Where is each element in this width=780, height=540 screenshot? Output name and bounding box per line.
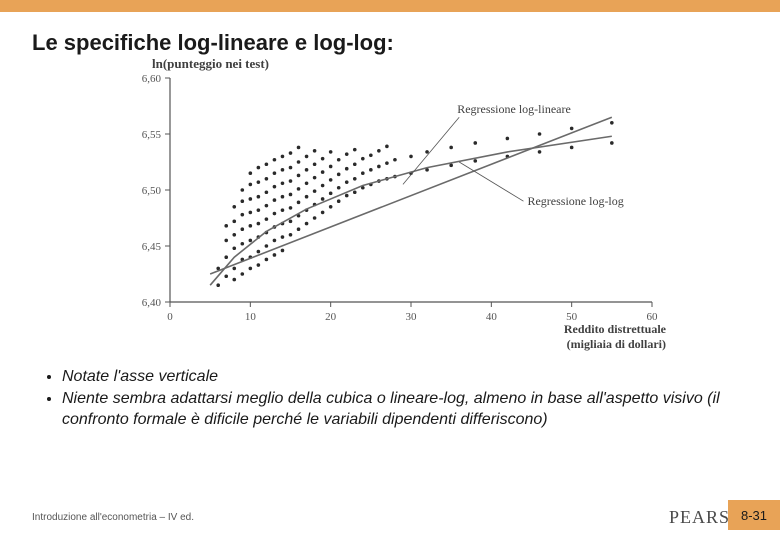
bullet-item: Notate l'asse verticale [62,366,740,388]
svg-text:6,60: 6,60 [142,73,162,85]
header-bar [0,0,780,12]
svg-text:Regressione log-log: Regressione log-log [527,194,623,208]
svg-text:6,55: 6,55 [142,129,162,141]
x-title-line-2: (migliaia di dollari) [567,337,666,351]
slide-footer: Introduzione all'econometria – IV ed. PE… [0,507,780,528]
bullet-item: Niente sembra adattarsi meglio della cub… [62,388,740,431]
svg-text:Regressione log-lineare: Regressione log-lineare [457,102,571,116]
svg-text:6,50: 6,50 [142,185,162,197]
chart-container: ln(punteggio nei test) 01020304050606,40… [110,60,670,350]
scatter-chart: 01020304050606,406,456,506,556,60Regress… [110,60,670,350]
footer-citation: Introduzione all'econometria – IV ed. [32,512,194,523]
svg-text:10: 10 [245,311,256,323]
chart-y-axis-title: ln(punteggio nei test) [152,56,269,72]
slide-content: Le specifiche log-lineare e log-log: ln(… [0,12,780,431]
svg-text:6,45: 6,45 [142,241,162,253]
svg-text:0: 0 [167,311,173,323]
bullet-list: Notate l'asse verticale Niente sembra ad… [32,358,748,431]
svg-text:6,40: 6,40 [142,297,162,309]
svg-text:40: 40 [486,311,498,323]
slide-title: Le specifiche log-lineare e log-log: [32,30,748,56]
x-title-line-1: Reddito distrettuale [564,322,666,336]
svg-text:20: 20 [325,311,337,323]
svg-text:30: 30 [406,311,418,323]
chart-x-axis-title: Reddito distrettuale (migliaia di dollar… [564,322,666,352]
page-number-tab: 8-31 [728,500,780,530]
